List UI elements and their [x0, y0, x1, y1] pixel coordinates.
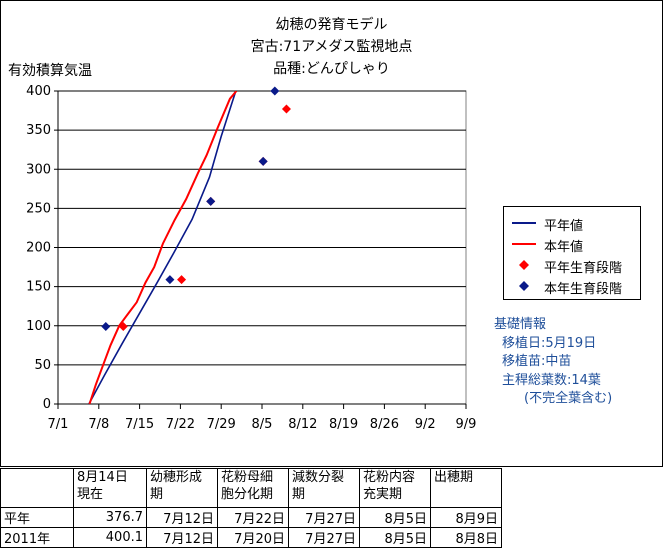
table-header-cell: 減数分裂期: [288, 468, 360, 508]
table-row: 平年 376.7 7月12日 7月22日 7月27日 8月5日 8月9日: [0, 507, 502, 528]
stage-marker-3: [258, 156, 268, 166]
y-tick-label: 350: [26, 123, 51, 138]
y-tick-label: 100: [26, 319, 51, 334]
stage-marker-3: [206, 196, 216, 206]
table-cell: 7月27日: [288, 507, 360, 528]
x-tick-label: 9/9: [456, 417, 477, 432]
table-cell: 376.7: [73, 507, 147, 528]
x-tick-label: 8/5: [252, 417, 273, 432]
x-tick-label: 7/29: [207, 417, 236, 432]
table-cell: 7月22日: [217, 507, 289, 528]
y-tick-label: 50: [34, 358, 51, 373]
legend-item-normal-stage: 平年生育段階: [504, 255, 640, 276]
table-row: 2011年 400.1 7月12日 7月20日 7月27日 8月5日 8月8日: [0, 527, 502, 548]
series-line-0: [88, 91, 237, 404]
legend-item-current-line: 本年値: [504, 234, 640, 255]
table-header-cell: 8月14日 現在: [73, 468, 147, 508]
table-header-cell: 花粉内容 充実期: [359, 468, 431, 508]
chart-title-line-3: 品種:どんぴしゃり: [273, 61, 390, 77]
table-cell: 8月8日: [430, 527, 502, 548]
y-tick-label: 250: [26, 201, 51, 216]
y-tick-label: 300: [26, 162, 51, 177]
legend-label: 本年値: [544, 240, 584, 255]
table-header-cell: 出穂期: [430, 468, 502, 508]
table-cell: 平年: [0, 507, 74, 528]
x-tick-label: 7/1: [48, 417, 69, 432]
table-header-row: 8月14日 現在 幼穂形成期 花粉母細 胞分化期 減数分裂期 花粉内容 充実期 出穂期: [0, 468, 502, 508]
y-axis-label: 有効積算気温: [8, 63, 92, 79]
table-header-cell: 花粉母細 胞分化期: [217, 468, 289, 508]
table-cell: 400.1: [73, 527, 147, 548]
x-tick-label: 8/19: [329, 417, 358, 432]
stage-marker-2: [177, 275, 187, 285]
table-cell: 7月12日: [146, 507, 218, 528]
basic-info: 基礎情報 移植日:5月19日 移植苗:中苗 主稈総葉数:14葉 (不完全葉含む): [494, 316, 612, 409]
x-tick-label: 9/2: [415, 417, 436, 432]
info-line: 移植日:5月19日: [502, 335, 597, 351]
legend-item-normal-line: 平年値: [504, 213, 640, 234]
stage-marker-3: [270, 86, 280, 96]
table-cell: 7月20日: [217, 527, 289, 548]
x-tick-label: 7/8: [88, 417, 109, 432]
growth-stage-table: 8月14日 現在 幼穂形成期 花粉母細 胞分化期 減数分裂期 花粉内容 充実期 出穂期…: [0, 468, 502, 548]
legend-label: 本年生育段階: [544, 282, 623, 297]
y-tick-label: 150: [26, 280, 51, 295]
stage-marker-3: [101, 322, 111, 332]
series-line-1: [88, 91, 238, 404]
legend-label: 平年値: [544, 219, 584, 234]
stage-marker-3: [165, 275, 175, 285]
legend: 平年値 本年値 平年生育段階 本年生育段階: [503, 206, 641, 300]
table-cell: 7月27日: [288, 527, 360, 548]
table-header-cell: 幼穂形成期: [146, 468, 218, 508]
info-line: 移植苗:中苗: [502, 354, 572, 369]
y-tick-label: 200: [26, 241, 51, 256]
table-cell: 7月12日: [146, 527, 218, 548]
stage-marker-2: [281, 104, 291, 114]
y-tick-label: 0: [43, 397, 51, 412]
stage-marker-2: [118, 322, 128, 332]
info-heading: 基礎情報: [494, 317, 547, 332]
chart-title-line-2: 宮古:71アメダス監視地点: [250, 39, 413, 55]
info-line: (不完全葉含む): [524, 391, 613, 406]
legend-item-current-stage: 本年生育段階: [504, 276, 640, 297]
chart-plot: 0 50 100 150 200 250 300 350 400 7/1 7/8 7/15 7/22 7/…: [26, 84, 477, 432]
x-tick-label: 7/22: [166, 417, 195, 432]
chart-title-line-1: 幼穂の発育モデル: [275, 17, 388, 33]
x-tick-label: 7/15: [125, 417, 154, 432]
table-cell: 8月9日: [430, 507, 502, 528]
x-tick-label: 8/26: [370, 417, 399, 432]
table-header-cell: [0, 468, 74, 508]
table-cell: 8月5日: [359, 507, 431, 528]
info-line: 主稈総葉数:14葉: [502, 372, 601, 388]
x-tick-label: 8/12: [288, 417, 317, 432]
table-cell: 2011年: [0, 527, 74, 548]
table-cell: 8月5日: [359, 527, 431, 548]
y-tick-label: 400: [26, 84, 51, 99]
legend-label: 平年生育段階: [544, 261, 623, 276]
